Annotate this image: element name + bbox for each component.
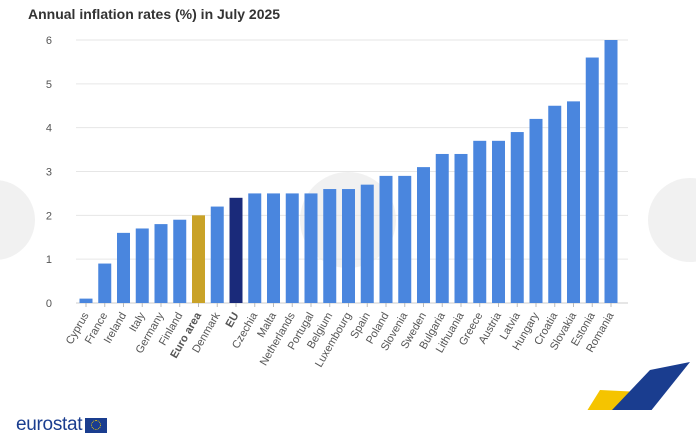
bar [154,224,168,303]
bar [435,153,449,303]
y-tick-label: 4 [46,123,52,135]
bar [210,206,224,303]
bar-chart: CyprusFranceIrelandItalyGermanyFinlandEu… [0,35,696,410]
bar [229,197,243,303]
bar [192,215,205,303]
bar [323,189,337,303]
bar [604,40,618,303]
y-tick-label: 0 [46,298,52,310]
bar [267,193,280,303]
bar [398,175,412,303]
bar [117,232,130,303]
bar [510,132,524,303]
bar [473,140,487,303]
eu-flag-icon [85,417,108,433]
bar [567,101,580,303]
bar [379,175,393,303]
brand-swoosh [587,362,690,410]
y-tick-label: 2 [46,210,52,222]
bar [492,140,505,303]
x-tick-label: EU [224,310,242,329]
bar [342,189,355,303]
bar [285,193,299,303]
bar [585,57,599,304]
bar [79,298,93,303]
bar [529,118,543,304]
bar [135,228,149,303]
y-tick-label: 5 [46,79,52,91]
bar [417,167,430,303]
y-tick-label: 6 [46,35,52,47]
y-tick-label: 1 [46,254,52,266]
bar [98,263,112,303]
bar [173,219,187,303]
bar [454,153,468,303]
eurostat-logo: eurostat [16,414,108,436]
bar [360,184,374,303]
y-tick-label: 3 [46,167,52,179]
logo-text: eurostat [16,414,83,435]
bar [248,193,262,303]
chart-title: Annual inflation rates (%) in July 2025 [28,6,281,22]
bar [304,193,318,303]
bar [548,105,562,303]
